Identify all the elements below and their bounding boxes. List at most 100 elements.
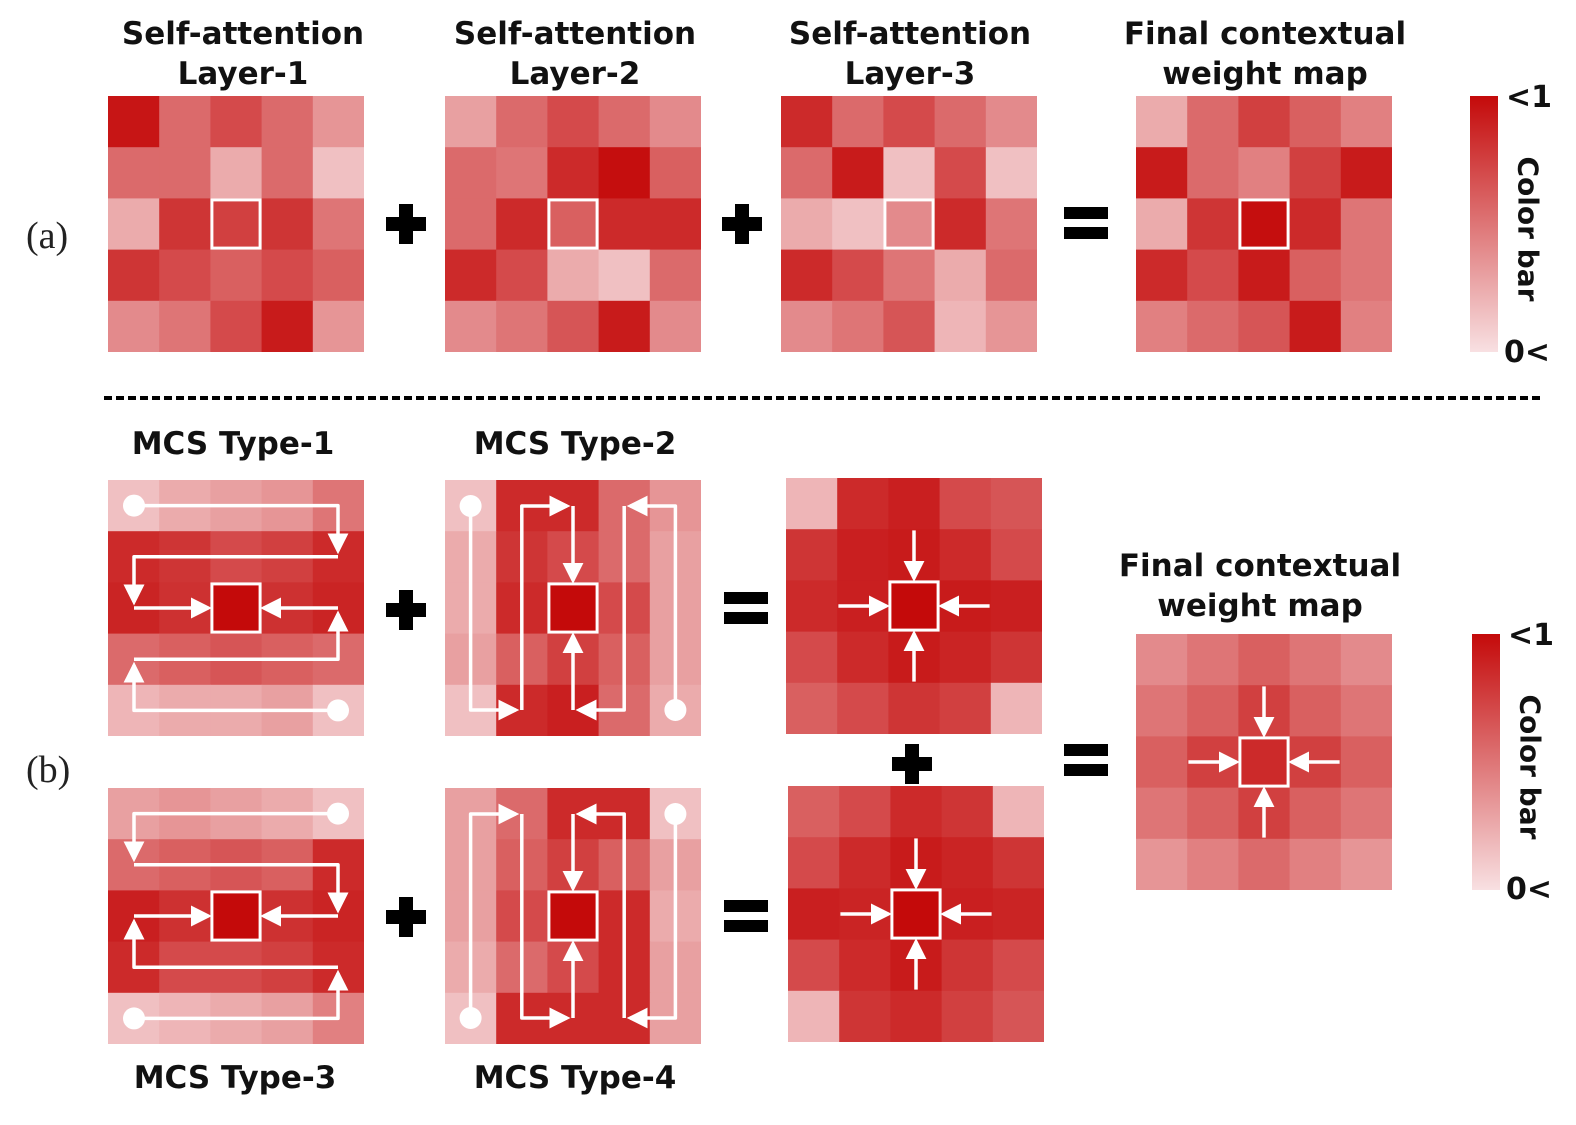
- sa1-cell: [261, 300, 314, 352]
- sum2-cell: [890, 888, 943, 941]
- title-sa-layer-1: Self-attention Layer-1: [121, 16, 365, 92]
- scan-path-arrow: [626, 814, 678, 1029]
- final-a-cell: [1340, 300, 1392, 352]
- sum1-cell: [786, 478, 838, 530]
- title-mcs-type-3: MCS Type-3: [133, 1060, 337, 1096]
- scan-path-arrow: [123, 555, 338, 606]
- sum2-cell: [992, 990, 1044, 1042]
- center-cell-highlight: [210, 198, 262, 250]
- sa1-cell: [261, 147, 314, 199]
- final-b-cell: [1187, 787, 1239, 840]
- sum1-cell: [888, 580, 941, 633]
- heatmap-final-map-b: [1136, 634, 1392, 890]
- sa3-cell: [934, 96, 987, 148]
- equals-icon: [724, 592, 768, 624]
- sa2-cell: [547, 147, 600, 199]
- plus-icon: [892, 744, 932, 784]
- scan-path-arrow: [134, 503, 349, 555]
- heatmap-sa-layer-3: [781, 96, 1037, 352]
- sa2-cell: [496, 249, 548, 302]
- plus-icon: [386, 590, 426, 630]
- sum1-cell: [837, 631, 889, 684]
- sa3-cell: [832, 249, 884, 302]
- final-a-cell: [1340, 96, 1392, 148]
- center-cell-highlight: [547, 198, 599, 250]
- sum2-cell: [788, 939, 840, 992]
- final-a-cell: [1238, 249, 1291, 302]
- final-a-cell: [1187, 96, 1239, 148]
- sa2-cell: [547, 300, 600, 352]
- final-b-cell: [1136, 838, 1188, 890]
- sum1-cell: [786, 682, 838, 734]
- sa2-cell: [649, 249, 701, 302]
- sa1-cell: [108, 147, 160, 199]
- colorbar-b-min: 0<: [1506, 872, 1553, 907]
- sa1-cell: [108, 198, 160, 251]
- sa1-cell: [210, 147, 263, 199]
- final-b-cell: [1136, 787, 1188, 840]
- sa3-cell: [985, 147, 1037, 199]
- sa3-cell: [832, 147, 884, 199]
- sum1-cell: [837, 478, 889, 530]
- final-b-cell: [1238, 838, 1291, 890]
- sum2-cell: [890, 786, 943, 838]
- sa3-cell: [883, 198, 936, 251]
- sum1-cell: [990, 682, 1042, 734]
- title-mcs-type-1: MCS Type-1: [131, 426, 335, 462]
- sa1-cell: [108, 96, 160, 148]
- sa2-cell: [649, 147, 701, 199]
- sa2-cell: [445, 249, 497, 302]
- sum1-cell: [786, 529, 838, 581]
- center-cell-highlight: [888, 580, 940, 632]
- final-a-cell: [1136, 300, 1188, 352]
- title-sa-layer-3: Self-attention Layer-3: [788, 16, 1032, 92]
- scan-path-arrow: [520, 495, 571, 710]
- sa1-cell: [312, 249, 364, 302]
- final-a-cell: [1187, 249, 1239, 302]
- sa3-cell: [781, 198, 833, 251]
- sa2-cell: [445, 300, 497, 352]
- sum1-cell: [990, 529, 1042, 581]
- scan-path-arrow: [468, 506, 520, 721]
- heatmap-mcs-type-1: [108, 480, 364, 736]
- scan-path-arrow: [134, 969, 349, 1021]
- final-a-cell: [1289, 96, 1342, 148]
- scan-path-arrow: [520, 814, 571, 1029]
- colorbar-a-min: 0<: [1504, 335, 1551, 370]
- sa3-cell: [883, 96, 936, 148]
- sum2-cell: [839, 786, 891, 838]
- sa3-cell: [781, 300, 833, 352]
- scan-path-arrow: [468, 803, 520, 1018]
- center-cell-highlight: [210, 582, 262, 634]
- final-b-cell: [1238, 634, 1291, 686]
- sa2-cell: [496, 300, 548, 352]
- sa2-cell: [547, 96, 600, 148]
- final-a-cell: [1238, 300, 1291, 352]
- sum2-cell: [788, 990, 840, 1042]
- scan-path-arrow: [575, 803, 626, 1018]
- sa2-cell: [598, 300, 651, 352]
- scan-path-arrow: [134, 610, 349, 661]
- sa1-cell: [312, 96, 364, 148]
- final-b-cell: [1136, 736, 1188, 789]
- sum2-cell: [992, 888, 1044, 941]
- final-b-cell: [1340, 838, 1392, 890]
- sum2-cell: [788, 837, 840, 889]
- heatmap-sum-2: [788, 786, 1044, 1042]
- scan-path-arrow: [575, 506, 626, 721]
- sa2-cell: [445, 198, 497, 251]
- sa2-cell: [598, 96, 651, 148]
- sum2-cell: [839, 939, 891, 992]
- center-cell-highlight: [883, 198, 935, 250]
- sa3-cell: [883, 249, 936, 302]
- sa1-cell: [312, 147, 364, 199]
- sum1-cell: [837, 529, 889, 581]
- heatmap-final-map-a: [1136, 96, 1392, 352]
- sum2-cell: [839, 990, 891, 1042]
- sa1-cell: [210, 300, 263, 352]
- sum1-cell: [786, 580, 838, 633]
- equals-icon: [724, 900, 768, 932]
- final-a-cell: [1187, 147, 1239, 199]
- sa1-cell: [108, 249, 160, 302]
- final-a-cell: [1187, 198, 1239, 251]
